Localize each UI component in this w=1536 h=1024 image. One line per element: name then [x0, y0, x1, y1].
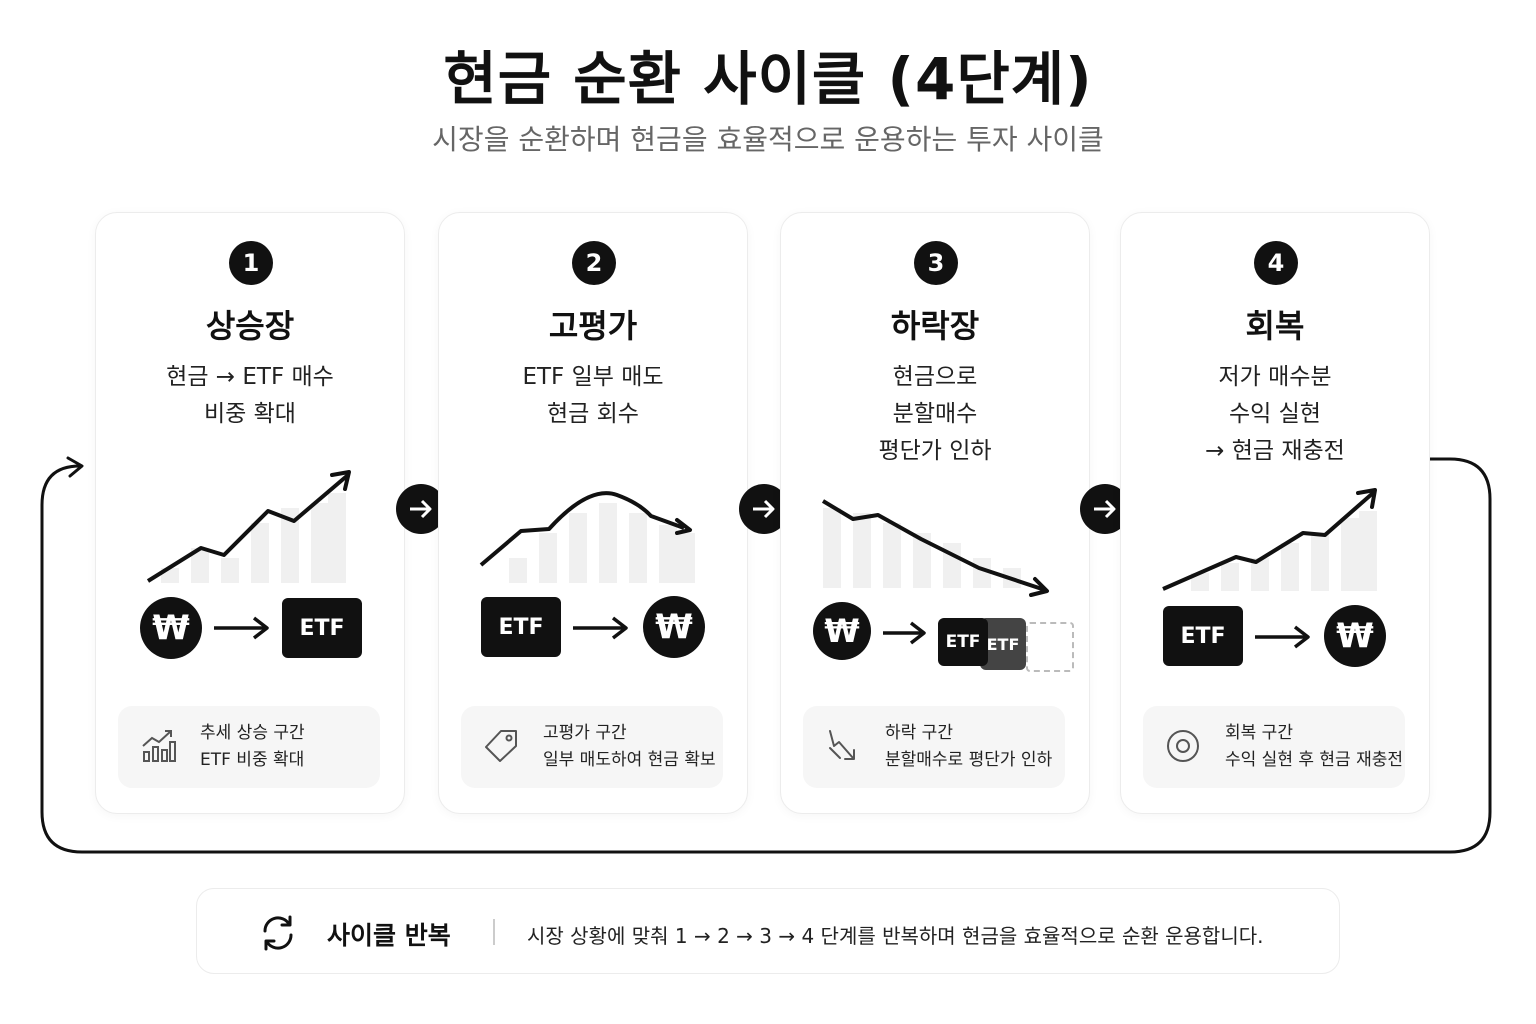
info-line: 고평가 구간 [543, 723, 627, 743]
info-line: 분할매수로 평단가 인하 [885, 750, 1053, 770]
arrow-right-icon [883, 621, 926, 645]
step-number-badge: 3 [914, 241, 958, 285]
etf-block-icon: ETF [481, 597, 561, 657]
step-info-text: 회복 구간 수익 실현 후 현금 재충전 [1225, 720, 1403, 774]
step-card-1: 1 상승장 현금 → ETF 매수 비중 확대 ₩ ETF 추세 상승 구간 [95, 212, 405, 814]
step-title: 회복 [1245, 307, 1305, 345]
arrow-right-icon [1255, 625, 1310, 649]
page-subtitle: 시장을 순환하며 현금을 효율적으로 운용하는 투자 사이클 [432, 123, 1104, 156]
info-line: 일부 매도하여 현금 확보 [543, 750, 716, 770]
etf-block-icon: ETF [1163, 606, 1243, 666]
uptrend-chart-icon [146, 470, 351, 583]
step-description: 저가 매수분 수익 실현 → 현금 재충전 [1121, 359, 1429, 470]
downtrend-chart-icon [821, 499, 1049, 597]
won-coin-icon: ₩ [140, 597, 202, 659]
divider [493, 919, 495, 945]
step-description-line: 비중 확대 [204, 401, 296, 427]
refresh-icon [263, 915, 293, 951]
cycle-repeat-text: 시장 상황에 맞춰 1 → 2 → 3 → 4 단계를 반복하며 현금을 효율적… [527, 924, 1264, 948]
trend-up-chart-icon [142, 730, 176, 762]
step-info-text: 추세 상승 구간 ETF 비중 확대 [200, 720, 305, 774]
info-line: 추세 상승 구간 [200, 723, 305, 743]
arrow-right-icon [573, 616, 628, 640]
step-description-line: 평단가 인하 [878, 438, 992, 464]
won-coin-icon: ₩ [643, 596, 705, 658]
step-description: 현금 → ETF 매수 비중 확대 [96, 359, 404, 433]
step-title: 상승장 [205, 307, 295, 345]
step-description-line: 현금으로 [892, 364, 978, 390]
step-description-line: 현금 → ETF 매수 [166, 364, 334, 390]
target-icon [1167, 730, 1199, 762]
trend-down-icon [829, 730, 855, 760]
step-info-text: 하락 구간 분할매수로 평단가 인하 [885, 720, 1052, 774]
info-line: 회복 구간 [1225, 723, 1293, 743]
step-card-4: 4 회복 저가 매수분 수익 실현 → 현금 재충전 ETF ₩ 회복 구간 수… [1120, 212, 1430, 814]
step-number-badge: 1 [229, 241, 273, 285]
step-description-line: 현금 회수 [547, 401, 639, 427]
step-info-box: 회복 구간 수익 실현 후 현금 재충전 [1143, 706, 1405, 788]
etf-block-icon: ETF [282, 598, 362, 658]
etf-block-icon: ETF [938, 618, 988, 666]
step-arrow-icon [396, 484, 446, 534]
step-card-3: 3 하락장 현금으로 분할매수 평단가 인하 ₩ ETF ETF 하락 구간 [780, 212, 1090, 814]
step-description: ETF 일부 매도 현금 회수 [439, 359, 747, 433]
info-line: ETF 비중 확대 [200, 750, 305, 770]
step-card-2: 2 고평가 ETF 일부 매도 현금 회수 ETF ₩ 고평가 구간 일부 매도… [438, 212, 748, 814]
info-line: 수익 실현 후 현금 재충전 [1225, 750, 1404, 770]
step-number-badge: 4 [1254, 241, 1298, 285]
tag-icon [485, 730, 517, 762]
cycle-repeat-title: 사이클 반복 [327, 921, 451, 950]
step-title: 하락장 [890, 307, 980, 345]
step-info-text: 고평가 구간 일부 매도하여 현금 확보 [543, 720, 716, 774]
step-info-box: 고평가 구간 일부 매도하여 현금 확보 [461, 706, 723, 788]
step-description-line: ETF 일부 매도 [522, 364, 664, 390]
step-description-line: 수익 실현 [1229, 401, 1321, 427]
arrow-right-icon [214, 616, 269, 640]
recovery-chart-icon [1162, 488, 1377, 591]
etf-ghost-block-icon [1026, 622, 1074, 672]
page-title: 현금 순환 사이클 (4단계) [443, 45, 1093, 113]
step-title: 고평가 [548, 307, 638, 345]
peak-chart-icon [479, 491, 695, 583]
won-coin-icon: ₩ [1324, 605, 1386, 667]
step-description-line: 분할매수 [892, 401, 978, 427]
info-line: 하락 구간 [885, 723, 953, 743]
step-info-box: 하락 구간 분할매수로 평단가 인하 [803, 706, 1065, 788]
step-description-line: 저가 매수분 [1218, 364, 1332, 390]
step-description: 현금으로 분할매수 평단가 인하 [781, 359, 1089, 470]
won-coin-icon: ₩ [813, 602, 871, 660]
cycle-summary-box: 사이클 반복 시장 상황에 맞춰 1 → 2 → 3 → 4 단계를 반복하며 … [196, 888, 1340, 974]
step-number-badge: 2 [572, 241, 616, 285]
step-info-box: 추세 상승 구간 ETF 비중 확대 [118, 706, 380, 788]
step-description-line: → 현금 재충전 [1205, 438, 1345, 464]
